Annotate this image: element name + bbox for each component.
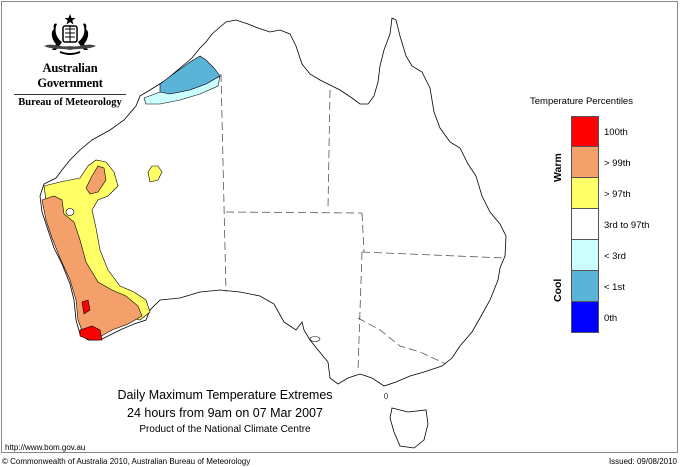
legend-swatch-normal bbox=[571, 209, 599, 240]
state-borders bbox=[220, 73, 505, 371]
tasmania-coastline bbox=[389, 407, 429, 449]
warm-region-yellow-small bbox=[147, 165, 163, 183]
legend-label: 100th bbox=[604, 127, 628, 138]
warm-region-gt99-north bbox=[85, 165, 107, 195]
legend-label: > 97th bbox=[604, 189, 631, 200]
legend-swatch-100th bbox=[571, 116, 599, 147]
legend-warm-label: Warm bbox=[552, 153, 564, 182]
legend-swatch-lt3 bbox=[571, 240, 599, 271]
copyright-notice: © Commonwealth of Australia 2010, Austra… bbox=[2, 457, 251, 466]
map-credit: Product of the National Climate Centre bbox=[139, 424, 311, 435]
government-name: Australian Government bbox=[37, 61, 103, 90]
white-hole bbox=[65, 208, 75, 216]
warm-region-100 bbox=[81, 299, 91, 315]
map-title: Daily Maximum Temperature Extremes bbox=[117, 388, 333, 402]
legend-swatch-gt97 bbox=[571, 178, 599, 209]
legend-label: < 3rd bbox=[604, 251, 626, 262]
legend-label: 3rd to 97th bbox=[604, 220, 650, 231]
bureau-name: Bureau of Meteorology bbox=[18, 97, 122, 108]
kangaroo-island bbox=[309, 336, 321, 342]
legend-label: > 99th bbox=[604, 158, 631, 169]
legend-swatch-gt99 bbox=[571, 147, 599, 178]
legend-label: < 1st bbox=[604, 282, 625, 293]
warm-region-100-south bbox=[79, 325, 103, 341]
warm-region-gt99 bbox=[41, 195, 143, 339]
logo-divider bbox=[14, 94, 126, 95]
cool-region-lt3 bbox=[143, 75, 221, 105]
king-island bbox=[384, 392, 388, 400]
mainland-coastline bbox=[39, 17, 507, 387]
coat-of-arms-icon bbox=[44, 14, 96, 55]
legend-colorbar bbox=[571, 116, 599, 333]
legend-swatch-lt1 bbox=[571, 271, 599, 302]
issued-date: Issued: 09/08/2010 bbox=[608, 457, 677, 466]
legend-label: 0th bbox=[604, 313, 618, 324]
legend-title: Temperature Percentiles bbox=[530, 96, 633, 107]
legend-swatch-0th bbox=[571, 302, 599, 333]
bom-logo: Australian Government Bureau of Meteorol… bbox=[10, 12, 130, 108]
legend-cool-label: Cool bbox=[552, 278, 564, 302]
map-subtitle: 24 hours from 9am on 07 Mar 2007 bbox=[127, 406, 323, 420]
bom-url-link[interactable]: http://www.bom.gov.au bbox=[5, 443, 86, 452]
